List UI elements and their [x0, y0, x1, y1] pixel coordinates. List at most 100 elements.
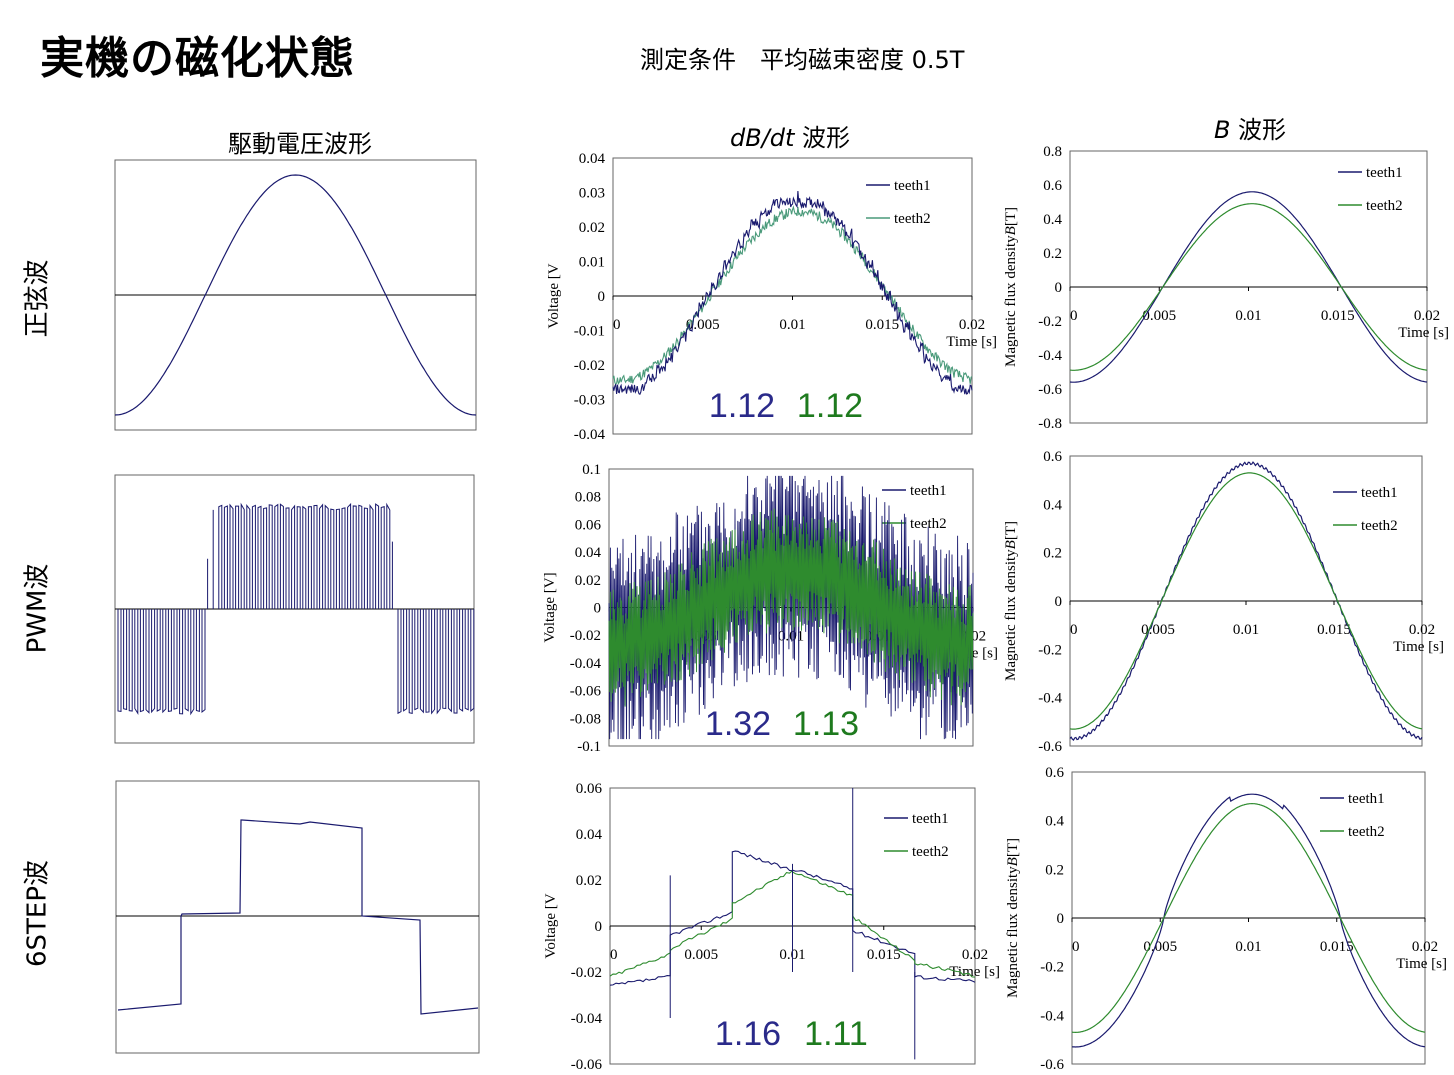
dbdt-pwm-ytick: 0.08 — [575, 490, 601, 506]
b-pwm-ytick: -0.4 — [1038, 691, 1062, 707]
b-sine-ytick: -0.2 — [1038, 314, 1062, 330]
b-6step-xtick: 0.01 — [1235, 939, 1261, 955]
dbdt-pwm-series-teeth2 — [608, 508, 974, 707]
legend-label-teeth2: teeth2 — [1348, 824, 1385, 840]
b-6step-xtick: 0 — [1072, 939, 1080, 955]
dbdt-sine-ytick: 0.02 — [579, 220, 605, 236]
b-sine-series-teeth1 — [1069, 191, 1428, 383]
dbdt-6step-ytick: -0.06 — [571, 1057, 603, 1073]
b-sine-xtick: 0.01 — [1235, 308, 1261, 324]
legend-label-teeth1: teeth1 — [1361, 485, 1398, 501]
b-pwm-ytick: -0.6 — [1038, 739, 1062, 755]
dbdt-sine-ytick: -0.01 — [574, 324, 605, 340]
column-header-dbdt-text: 波形 — [794, 124, 851, 152]
dbdt-6step-ytick: 0 — [595, 919, 603, 935]
dbdt-sine-xtick: 0.01 — [779, 317, 805, 333]
dbdt-sine-xlabel: Time [s] — [946, 334, 997, 350]
legend-label-teeth2: teeth2 — [1366, 198, 1403, 214]
b-sine-ytick: -0.6 — [1038, 382, 1062, 398]
column-header-dbdt: dB/dt 波形 — [690, 118, 890, 153]
b-6step-ytick: -0.6 — [1040, 1057, 1064, 1073]
b-sine-xtick: 0.02 — [1414, 308, 1440, 324]
dbdt-sine-ytick: 0.03 — [579, 186, 605, 202]
legend-label-teeth1: teeth1 — [912, 811, 949, 827]
b-sine-ytick: 0.4 — [1043, 212, 1062, 228]
legend-label-teeth2: teeth2 — [1361, 518, 1398, 534]
dbdt-pwm-ytick: 0.1 — [582, 462, 601, 478]
b-pwm-series-teeth2 — [1069, 472, 1423, 730]
b-6step-xtick: 0.005 — [1143, 939, 1177, 955]
b-6step-ytick: 0.4 — [1045, 814, 1064, 830]
dbdt-6step-ytick: -0.04 — [571, 1011, 603, 1027]
b-pwm-ytick: 0.2 — [1043, 546, 1062, 562]
dbdt-sine-xtick: 0 — [613, 317, 621, 333]
b-sine-xtick: 0.015 — [1321, 308, 1355, 324]
ratio-6step-teeth1: 1.16 — [715, 1015, 781, 1053]
dbdt-6step-ylabel: Voltage [V — [543, 893, 559, 958]
b-sine-ytick: -0.8 — [1038, 416, 1062, 432]
dbdt-pwm-ytick: -0.08 — [570, 711, 601, 727]
dbdt-sine-series-teeth1 — [612, 190, 973, 395]
dbdt-sine-ytick: 0.01 — [579, 255, 605, 271]
b-sine-ytick: 0 — [1055, 280, 1063, 296]
b-6step-ytick: 0.6 — [1045, 765, 1064, 781]
dbdt-sine-xtick: 0.02 — [959, 317, 985, 333]
ratio-pwm-teeth1: 1.32 — [705, 705, 771, 743]
b-6step-series-teeth2 — [1071, 802, 1426, 1034]
b-6step-ytick: -0.4 — [1040, 1008, 1064, 1024]
b-pwm-xlabel: Time [s] — [1393, 639, 1444, 655]
dbdt-6step-xtick: 0.02 — [962, 947, 988, 963]
column-header-dbdt-symbol: dB/dt — [729, 124, 795, 152]
legend-label-teeth2: teeth2 — [912, 844, 949, 860]
dbdt-pwm-ytick: -0.1 — [577, 739, 601, 755]
dbdt-pwm-ytick: -0.06 — [570, 684, 602, 700]
legend-label-teeth2: teeth2 — [894, 211, 931, 227]
measurement-conditions: 測定条件 平均磁束密度 0.5T — [640, 46, 965, 74]
dbdt-pwm-ytick: -0.04 — [570, 656, 602, 672]
page-title: 実機の磁化状態 — [40, 33, 355, 84]
b-6step-ytick: 0 — [1057, 911, 1065, 927]
legend-label-teeth1: teeth1 — [1366, 165, 1403, 181]
dbdt-sine-series-teeth2 — [612, 205, 973, 386]
b-pwm-series-teeth1 — [1069, 461, 1423, 742]
column-header-b-text: 波形 — [1230, 116, 1287, 144]
ratio-pwm-teeth2: 1.13 — [793, 705, 859, 743]
legend-label-teeth1: teeth1 — [894, 178, 931, 194]
column-header-drive: 駆動電圧波形 — [228, 130, 372, 158]
dbdt-pwm-ytick: 0.04 — [575, 545, 602, 561]
b-pwm-ytick: 0 — [1055, 594, 1063, 610]
b-pwm-ytick: 0.6 — [1043, 449, 1062, 465]
b-sine-ytick: 0.8 — [1043, 144, 1062, 160]
b-sine-ytick: 0.2 — [1043, 246, 1062, 262]
dbdt-6step-xtick: 0.005 — [684, 947, 718, 963]
dbdt-pwm-ytick: 0 — [594, 601, 602, 617]
b-pwm-ylabel: Magnetic flux densityB[T] — [1003, 521, 1019, 681]
dbdt-sine-ytick: -0.02 — [574, 358, 605, 374]
b-6step-ytick: 0.2 — [1045, 862, 1064, 878]
b-6step-xlabel: Time [s] — [1396, 956, 1447, 972]
column-header-b: B 波形 — [1150, 110, 1350, 145]
dbdt-pwm-ytick: 0.02 — [575, 573, 601, 589]
dbdt-6step-ytick: 0.02 — [576, 873, 602, 889]
dbdt-pwm-ytick: -0.02 — [570, 628, 601, 644]
b-pwm-xtick: 0 — [1070, 622, 1078, 638]
dbdt-6step-xtick: 0 — [610, 947, 618, 963]
dbdt-sine-ytick: -0.03 — [574, 393, 605, 409]
dbdt-sine-xtick: 0.005 — [686, 317, 720, 333]
dbdt-sine-ytick: 0 — [598, 289, 606, 305]
ratio-6step-teeth2: 1.11 — [804, 1015, 868, 1053]
b-sine-xtick: 0.005 — [1142, 308, 1176, 324]
dbdt-6step-xlabel: Time [s] — [949, 964, 1000, 980]
b-pwm-xtick: 0.005 — [1141, 622, 1175, 638]
b-pwm-ytick: 0.4 — [1043, 497, 1062, 513]
ratio-sine-teeth1: 1.12 — [709, 387, 775, 425]
b-6step-xtick: 0.02 — [1412, 939, 1438, 955]
b-6step-ylabel: Magnetic flux densityB[T] — [1005, 838, 1021, 998]
dbdt-sine-ylabel: Voltage [V — [546, 263, 562, 328]
b-sine-ytick: -0.4 — [1038, 348, 1062, 364]
column-header-b-symbol: B — [1213, 116, 1231, 144]
drive-pwm-waveform — [117, 502, 475, 716]
drive-6step-frame — [115, 780, 480, 1054]
b-sine-xlabel: Time [s] — [1398, 325, 1449, 341]
